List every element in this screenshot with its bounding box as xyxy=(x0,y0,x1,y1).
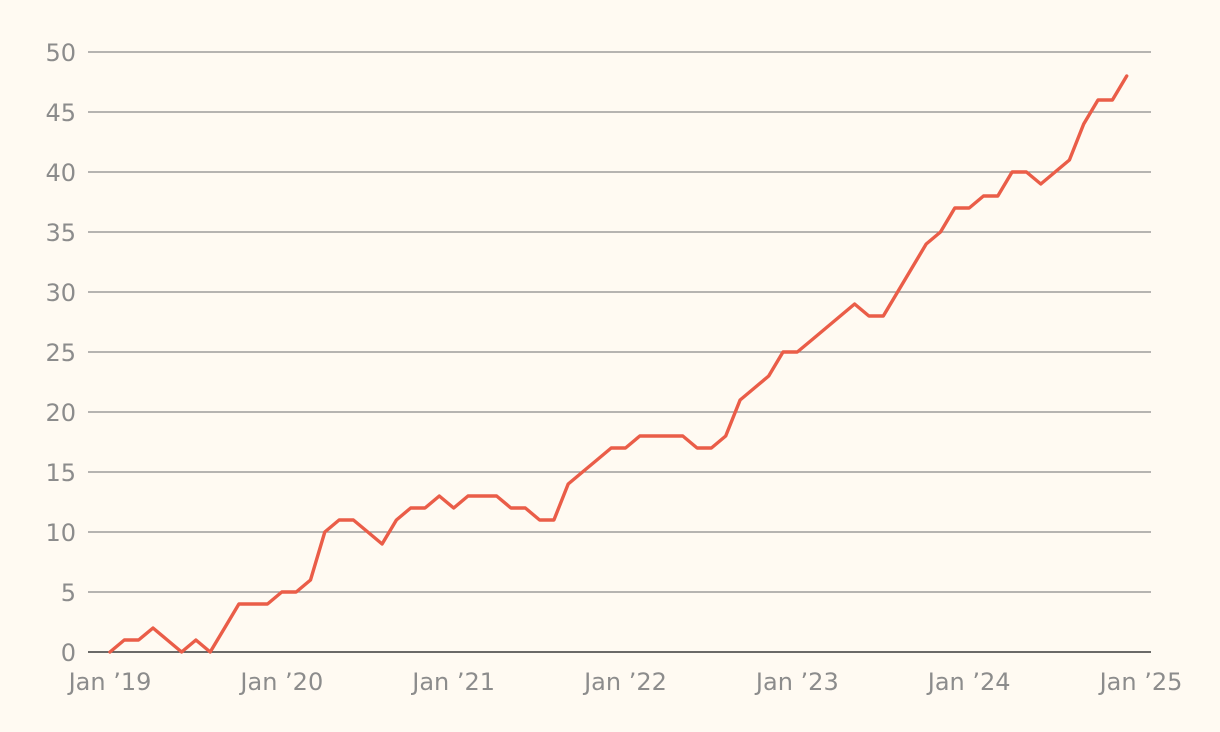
series-group xyxy=(108,74,1129,654)
y-tick-label-45: 45 xyxy=(45,99,76,127)
series-line-0 xyxy=(108,74,1129,654)
y-tick-label-5: 5 xyxy=(61,579,76,607)
x-tick-label-2022-01: Jan ’22 xyxy=(582,668,667,696)
y-axis-tick-labels: 0 5 10 15 20 25 30 35 40 45 50 xyxy=(45,39,76,667)
x-tick-label-2021-01: Jan ’21 xyxy=(410,668,495,696)
y-tick-label-10: 10 xyxy=(45,519,76,547)
y-tick-label-50: 50 xyxy=(45,39,76,67)
y-tick-label-15: 15 xyxy=(45,459,76,487)
x-tick-label-2019-01: Jan ’19 xyxy=(67,668,152,696)
y-gridlines xyxy=(88,51,1151,593)
x-tick-label-2023-01: Jan ’23 xyxy=(754,668,839,696)
x-tick-label-2024-01: Jan ’24 xyxy=(926,668,1011,696)
x-tick-label-2025-01: Jan ’25 xyxy=(1098,668,1183,696)
y-tick-label-40: 40 xyxy=(45,159,76,187)
y-tick-label-25: 25 xyxy=(45,339,76,367)
y-tick-label-35: 35 xyxy=(45,219,76,247)
y-tick-label-20: 20 xyxy=(45,399,76,427)
y-tick-label-30: 30 xyxy=(45,279,76,307)
y-tick-label-0: 0 xyxy=(61,639,76,667)
x-tick-label-2020-01: Jan ’20 xyxy=(238,668,323,696)
x-axis-tick-labels: Jan ’19 Jan ’20 Jan ’21 Jan ’22 Jan ’23 Jan ’… xyxy=(67,668,1183,696)
